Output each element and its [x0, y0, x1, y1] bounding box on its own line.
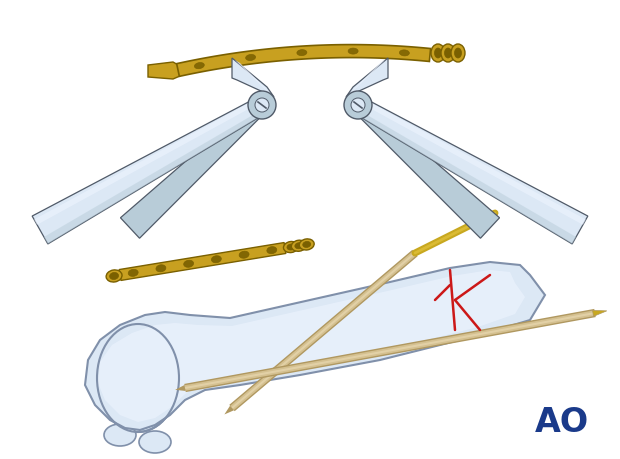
- Polygon shape: [235, 60, 269, 92]
- Polygon shape: [360, 98, 586, 225]
- Polygon shape: [232, 58, 274, 97]
- Ellipse shape: [287, 244, 295, 250]
- Ellipse shape: [435, 48, 441, 58]
- Ellipse shape: [441, 44, 455, 62]
- Ellipse shape: [399, 50, 409, 56]
- Ellipse shape: [184, 260, 193, 267]
- Ellipse shape: [445, 48, 451, 58]
- Ellipse shape: [248, 91, 276, 119]
- Polygon shape: [353, 100, 500, 238]
- Polygon shape: [177, 45, 431, 76]
- Text: AO: AO: [535, 405, 589, 438]
- Polygon shape: [34, 98, 260, 225]
- Ellipse shape: [97, 324, 179, 432]
- Ellipse shape: [454, 48, 461, 58]
- Ellipse shape: [283, 241, 298, 252]
- Ellipse shape: [104, 424, 136, 446]
- Ellipse shape: [195, 62, 205, 69]
- Polygon shape: [44, 108, 267, 244]
- Ellipse shape: [303, 241, 311, 247]
- Ellipse shape: [297, 50, 307, 56]
- Ellipse shape: [156, 265, 166, 272]
- Polygon shape: [353, 97, 588, 244]
- Ellipse shape: [295, 243, 303, 249]
- Polygon shape: [224, 406, 234, 414]
- Polygon shape: [175, 385, 185, 391]
- Ellipse shape: [128, 269, 138, 276]
- Ellipse shape: [106, 270, 122, 282]
- Polygon shape: [119, 242, 286, 280]
- Ellipse shape: [267, 246, 277, 254]
- Ellipse shape: [106, 332, 158, 408]
- Ellipse shape: [348, 48, 358, 54]
- Ellipse shape: [291, 240, 306, 251]
- Polygon shape: [32, 97, 267, 244]
- Ellipse shape: [431, 44, 445, 62]
- Polygon shape: [98, 270, 525, 422]
- Polygon shape: [346, 58, 388, 97]
- Polygon shape: [85, 262, 545, 430]
- Ellipse shape: [139, 431, 171, 453]
- Ellipse shape: [255, 98, 269, 112]
- Ellipse shape: [299, 239, 314, 250]
- Ellipse shape: [344, 91, 372, 119]
- Ellipse shape: [211, 256, 221, 263]
- Ellipse shape: [239, 251, 249, 258]
- Ellipse shape: [351, 98, 365, 112]
- Polygon shape: [353, 108, 576, 244]
- Polygon shape: [593, 310, 607, 316]
- Polygon shape: [351, 60, 385, 92]
- Ellipse shape: [246, 55, 255, 61]
- Polygon shape: [120, 100, 267, 238]
- Ellipse shape: [110, 273, 118, 280]
- Polygon shape: [148, 62, 180, 79]
- Ellipse shape: [451, 44, 465, 62]
